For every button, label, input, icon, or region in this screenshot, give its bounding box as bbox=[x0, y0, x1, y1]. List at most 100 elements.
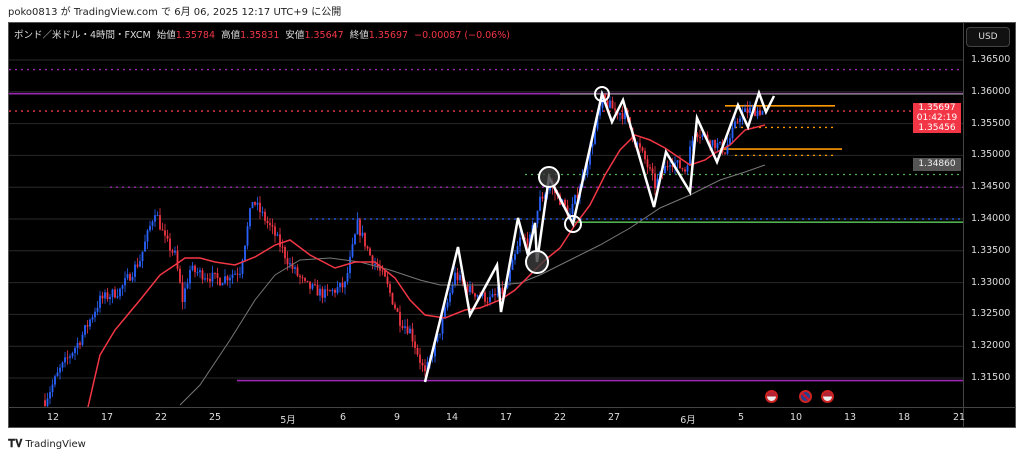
candle-body bbox=[639, 143, 641, 148]
candle-body bbox=[401, 325, 404, 328]
price-tick-label: 1.35000 bbox=[971, 149, 1011, 161]
candle-body bbox=[81, 334, 84, 345]
candle-body bbox=[416, 348, 419, 355]
candle-body bbox=[441, 317, 444, 334]
candle-body bbox=[249, 208, 251, 227]
candle-body bbox=[449, 292, 451, 302]
candle-body bbox=[86, 325, 89, 327]
candle-body bbox=[411, 328, 414, 342]
candle-body bbox=[696, 134, 699, 137]
candle-body bbox=[241, 260, 244, 274]
candle-body bbox=[129, 274, 131, 281]
candle-body bbox=[281, 246, 284, 248]
candle-body bbox=[679, 160, 681, 169]
candle-body bbox=[711, 140, 714, 146]
candle-body bbox=[299, 275, 301, 278]
candle-body bbox=[131, 276, 134, 281]
candle-body bbox=[676, 160, 679, 163]
candle-body bbox=[716, 143, 719, 149]
candle-body bbox=[189, 269, 191, 284]
candle-body bbox=[644, 150, 646, 160]
uk-flag-icon[interactable] bbox=[799, 390, 812, 403]
candle-body bbox=[116, 296, 119, 298]
swing-point-circle bbox=[564, 215, 582, 233]
candle-body bbox=[246, 226, 249, 246]
candle-body bbox=[311, 284, 314, 289]
candle-body bbox=[524, 237, 526, 239]
time-tick-label: 10 bbox=[789, 412, 803, 423]
time-tick-label: 17 bbox=[499, 412, 513, 423]
candle-body bbox=[444, 307, 446, 318]
candle-body bbox=[591, 143, 594, 147]
chart-frame[interactable] bbox=[8, 22, 1016, 428]
candle-body bbox=[734, 121, 736, 128]
us-flag-icon[interactable] bbox=[821, 390, 834, 403]
candle-body bbox=[114, 289, 116, 298]
candle-body bbox=[404, 326, 406, 328]
candle-body bbox=[101, 295, 104, 299]
candle-body bbox=[309, 281, 311, 289]
candle-body bbox=[284, 247, 286, 259]
candle-body bbox=[739, 118, 741, 122]
candle-body bbox=[386, 276, 389, 285]
candle-body bbox=[256, 202, 259, 205]
candle-body bbox=[174, 250, 176, 253]
candle-body bbox=[324, 289, 326, 298]
candle-body bbox=[564, 199, 566, 206]
candle-body bbox=[594, 128, 596, 144]
candle-body bbox=[391, 292, 394, 305]
candle-body bbox=[216, 273, 219, 279]
open-value: 1.35784 bbox=[175, 30, 216, 41]
time-tick-label: 9 bbox=[393, 412, 401, 423]
candle-body bbox=[454, 272, 456, 286]
candle-body bbox=[171, 250, 174, 253]
candle-body bbox=[731, 127, 734, 139]
candle-body bbox=[476, 295, 479, 297]
candle-body bbox=[409, 328, 411, 334]
candle-body bbox=[339, 282, 341, 288]
candle-body bbox=[144, 241, 146, 252]
candle-body bbox=[611, 100, 614, 109]
open-label: 始値 bbox=[156, 30, 176, 41]
tradingview-logo[interactable]: 𝐓𝐕 TradingView bbox=[8, 437, 86, 451]
candle-body bbox=[529, 234, 531, 246]
us-flag-icon[interactable] bbox=[765, 390, 778, 403]
candle-body bbox=[99, 295, 101, 308]
candle-body bbox=[236, 273, 239, 275]
candle-body bbox=[609, 100, 611, 108]
logo-text: TradingView bbox=[25, 438, 86, 450]
ohlc-legend: ポンド／米ドル・4時間・FXCM 始値1.35784 高値1.35831 安値1… bbox=[14, 27, 510, 41]
candle-body bbox=[491, 293, 494, 297]
currency-button[interactable]: USD bbox=[966, 27, 1010, 47]
time-tick-label: 14 bbox=[445, 412, 459, 423]
candle-body bbox=[274, 226, 276, 236]
candle-body bbox=[371, 255, 374, 265]
candle-body bbox=[599, 107, 601, 116]
candle-body bbox=[736, 121, 739, 123]
candle-body bbox=[384, 270, 386, 277]
candle-body bbox=[64, 357, 66, 363]
candle-body bbox=[301, 277, 304, 279]
candle-body bbox=[69, 356, 71, 358]
candle-body bbox=[424, 365, 426, 372]
candle-body bbox=[304, 278, 306, 281]
candle-body bbox=[699, 136, 701, 138]
candle-body bbox=[286, 258, 289, 265]
candle-body bbox=[729, 138, 731, 145]
price-tick-label: 1.33000 bbox=[971, 276, 1011, 288]
candle-body bbox=[214, 272, 216, 274]
candle-body bbox=[396, 308, 399, 312]
candle-body bbox=[636, 143, 639, 145]
candle-body bbox=[709, 140, 711, 146]
candle-body bbox=[239, 273, 241, 275]
price-tick-label: 1.36500 bbox=[971, 54, 1011, 65]
candle-body bbox=[91, 317, 94, 320]
price-tick-label: 1.32500 bbox=[971, 308, 1011, 320]
candle-body bbox=[456, 272, 459, 281]
candle-body bbox=[501, 287, 504, 295]
candle-body bbox=[51, 384, 54, 393]
candle-body bbox=[459, 275, 461, 281]
candle-body bbox=[289, 263, 291, 265]
price-tick-label: 1.34000 bbox=[971, 213, 1011, 224]
